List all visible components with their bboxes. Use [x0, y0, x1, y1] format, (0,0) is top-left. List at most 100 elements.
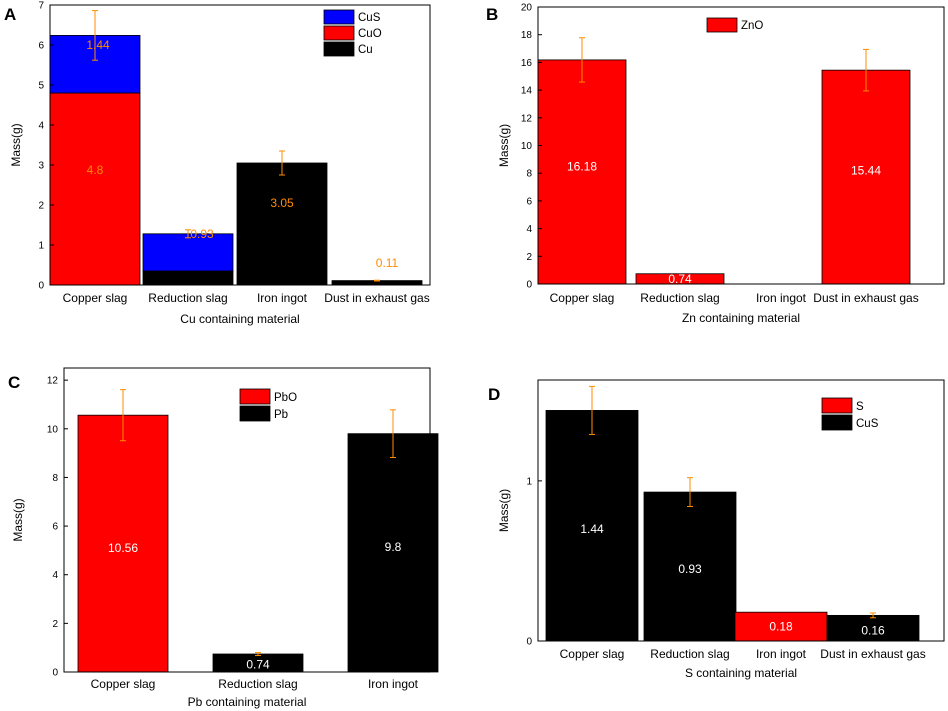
legend-label-cuo: CuO	[358, 28, 382, 40]
chart-panel-b: B 16.18 0.74 15.44 0 2 4 6 8 10 12 14 16 18 20 Copper s…	[486, 3, 945, 325]
data-label-1: 4.8	[87, 163, 104, 177]
data-label-1: 0.74	[668, 272, 692, 286]
x-axis-title: Cu containing material	[180, 312, 299, 326]
x-category-label-2: Iron ingot	[756, 647, 807, 661]
panel-letter: B	[486, 5, 498, 24]
y-tick-label-0: 0	[38, 281, 44, 292]
data-label-2: 9.8	[385, 540, 402, 554]
legend-label-cus: CuS	[856, 418, 879, 430]
x-category-label-2: Iron ingot	[257, 291, 308, 305]
x-category-label-1: Reduction slag	[650, 647, 729, 661]
y-tick-label-3: 6	[52, 522, 58, 533]
data-label-0: 10.56	[108, 541, 138, 555]
legend-swatch-s	[821, 397, 853, 414]
x-category-label-0: Copper slag	[560, 647, 625, 661]
y-tick-label-6: 12	[521, 113, 533, 124]
bar-zno-3	[821, 69, 911, 285]
bar-pb-2	[347, 433, 439, 673]
x-category-label-1: Reduction slag	[218, 677, 297, 691]
y-tick-label-6: 6	[38, 41, 44, 52]
y-tick-label-4: 8	[52, 473, 58, 484]
data-label-3: 0.16	[861, 624, 885, 638]
y-tick-label-4: 4	[38, 121, 44, 132]
legend: S CuS	[821, 397, 879, 431]
x-category-label-0: Copper slag	[91, 677, 156, 691]
legend-swatch-cu	[323, 41, 355, 57]
x-category-label-2: Iron ingot	[756, 291, 807, 305]
chart-panel-d: D 1.44 0.93 0.18 0.16 0 1 Copper slag Reduction …	[488, 379, 945, 680]
y-tick-label-5: 10	[521, 141, 533, 152]
legend: CuS CuO Cu	[323, 9, 382, 57]
y-tick-label-0: 0	[526, 280, 532, 291]
bar-cu-2	[236, 162, 328, 286]
legend-label-cus: CuS	[358, 12, 381, 24]
y-axis-title: Mass(g)	[497, 489, 511, 532]
chart-panel-c: C 10.56 0.74 9.8 0 2 4 6 8 10 12 Copper slag Reducti…	[8, 367, 439, 709]
y-axis-title: Mass(g)	[9, 123, 23, 166]
y-tick-label-7: 14	[521, 86, 533, 97]
legend-label-cu: Cu	[358, 44, 373, 56]
legend-swatch-pb	[239, 405, 271, 422]
x-category-label-0: Copper slag	[550, 291, 615, 305]
bar-s-2	[734, 611, 828, 642]
panel-letter: A	[4, 5, 16, 24]
x-category-label-3: Dust in exhaust gas	[820, 647, 925, 661]
bar-cuo-0	[49, 92, 141, 286]
data-label-2: 0.93	[190, 227, 214, 241]
y-tick-label-6: 12	[47, 376, 59, 387]
y-tick-label-1: 1	[38, 241, 44, 252]
y-tick-label-2: 4	[526, 224, 532, 235]
x-category-label-0: Copper slag	[63, 291, 128, 305]
legend-label-zno: ZnO	[741, 20, 763, 32]
legend: PbO Pb	[239, 388, 297, 422]
y-tick-label-7: 7	[38, 1, 44, 12]
x-category-label-3: Dust in exhaust gas	[324, 291, 429, 305]
y-tick-label-1: 1	[526, 476, 532, 487]
plot-frame	[49, 4, 431, 286]
y-tick-label-3: 3	[38, 161, 44, 172]
plot-frame	[537, 379, 945, 642]
data-label-4: 0.11	[376, 256, 399, 270]
y-tick-label-2: 4	[52, 570, 58, 581]
bar-cus-1	[643, 491, 737, 642]
bar-pbo-0	[77, 414, 169, 673]
legend-swatch-cus	[323, 9, 355, 25]
legend: ZnO	[706, 17, 763, 33]
legend-label-pb: Pb	[274, 409, 288, 421]
x-axis-title: Zn containing material	[682, 311, 800, 325]
data-label-0: 16.18	[567, 159, 597, 173]
data-label-2: 15.44	[851, 163, 881, 177]
y-axis-title: Mass(g)	[497, 124, 511, 167]
legend-swatch-cuo	[323, 25, 355, 41]
bar-cu-1	[142, 270, 234, 286]
x-axis-title: Pb containing material	[188, 695, 307, 709]
x-category-label-1: Reduction slag	[148, 291, 227, 305]
data-label-0: 1.44	[580, 522, 604, 536]
y-tick-label-4: 8	[526, 169, 532, 180]
legend-swatch-cus	[821, 414, 853, 431]
y-tick-label-9: 18	[521, 30, 533, 41]
y-tick-label-1: 2	[52, 619, 58, 630]
x-axis-title: S containing material	[685, 666, 797, 680]
y-tick-label-8: 16	[521, 58, 533, 69]
plot-frame	[63, 367, 431, 673]
y-tick-label-0: 0	[52, 668, 58, 679]
data-label-2: 0.18	[769, 620, 793, 634]
y-axis-title: Mass(g)	[11, 498, 25, 541]
legend-swatch-pbo	[239, 388, 271, 405]
legend-label-s: S	[856, 401, 864, 413]
y-tick-label-5: 10	[47, 424, 59, 435]
data-label-1: 0.74	[246, 658, 270, 672]
y-tick-label-5: 5	[38, 81, 44, 92]
legend-label-pbo: PbO	[274, 392, 297, 404]
y-tick-label-2: 2	[38, 201, 44, 212]
legend-swatch-zno	[706, 17, 738, 33]
data-label-0: 1.44	[86, 38, 110, 52]
bar-cus-1	[142, 233, 234, 272]
x-category-label-2: Iron ingot	[368, 677, 419, 691]
panel-letter: C	[8, 373, 20, 392]
panel-letter: D	[488, 385, 500, 404]
y-tick-label-1: 2	[526, 252, 532, 263]
x-category-label-3: Dust in exhaust gas	[813, 291, 918, 305]
